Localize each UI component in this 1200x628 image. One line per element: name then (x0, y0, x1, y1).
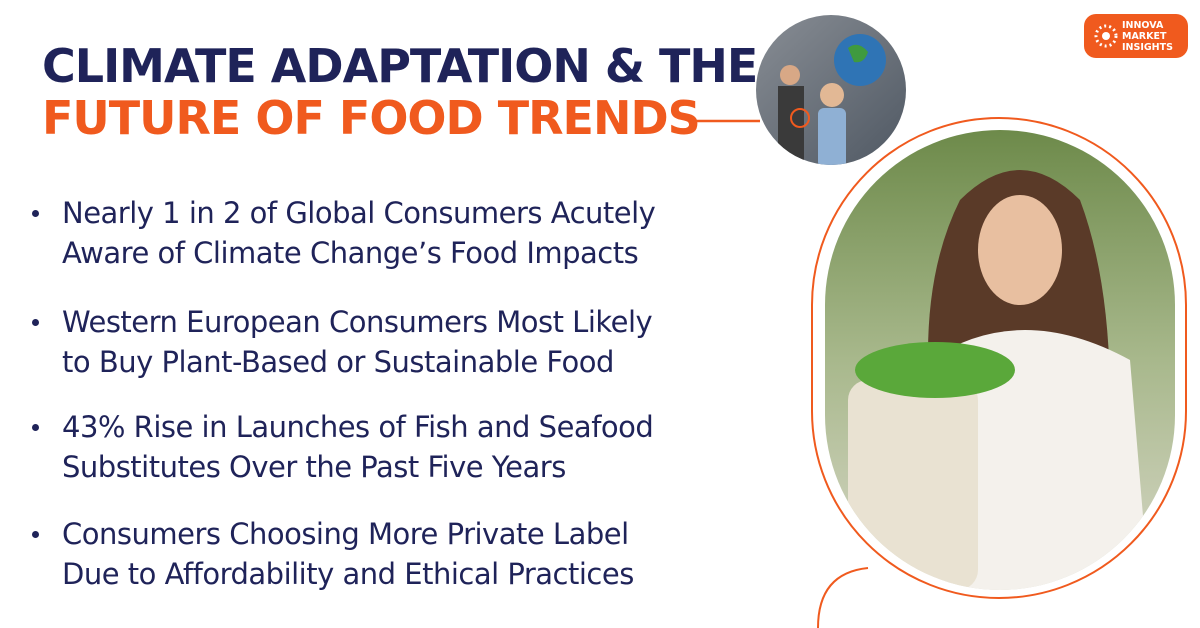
title-line: CLIMATE ADAPTATION & THE (42, 39, 758, 93)
bullet-dot (32, 424, 39, 431)
woman-photo (825, 130, 1175, 590)
logo-line: INNOVA (1122, 20, 1164, 31)
title-line: FUTURE OF FOOD TRENDS (42, 91, 701, 145)
bullet-line: Consumers Choosing More Private Label (62, 517, 629, 551)
bullet-line: to Buy Plant-Based or Sustainable Food (62, 345, 614, 379)
logo-icon (1094, 24, 1118, 48)
bullet: 43% Rise in Launches of Fish and Seafood… (32, 407, 654, 487)
bullet: Western European Consumers Most Likely to… (32, 302, 653, 382)
bullet: Nearly 1 in 2 of Global Consumers Acutel… (32, 193, 656, 273)
bullet-dot (32, 319, 39, 326)
logo: INNOVA MARKET INSIGHTS (1084, 14, 1188, 58)
logo-line: INSIGHTS (1122, 42, 1173, 53)
bullet-line: Western European Consumers Most Likely (62, 305, 653, 339)
bullet-line: Due to Affordability and Ethical Practic… (62, 557, 634, 591)
protest-photo (756, 15, 906, 165)
bullet-line: Substitutes Over the Past Five Years (62, 450, 566, 484)
logo-text: INNOVA MARKET INSIGHTS (1122, 20, 1173, 53)
bullet-line: Nearly 1 in 2 of Global Consumers Acutel… (62, 196, 656, 230)
logo-line: MARKET (1122, 31, 1167, 42)
bullet-dot (32, 210, 39, 217)
bullet-line: 43% Rise in Launches of Fish and Seafood (62, 410, 654, 444)
bullet: Consumers Choosing More Private Label Due… (32, 514, 634, 594)
bullet-dot (32, 531, 39, 538)
bullet-line: Aware of Climate Change’s Food Impacts (62, 236, 639, 270)
